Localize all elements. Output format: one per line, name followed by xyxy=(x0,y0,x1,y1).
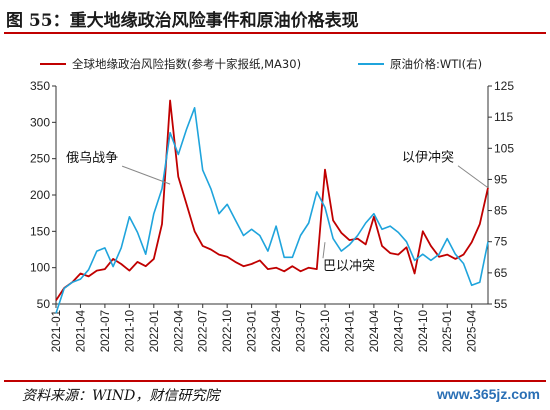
x-tick-label: 2021-10 xyxy=(124,310,136,352)
x-tick-label: 2022-01 xyxy=(149,310,161,352)
title-divider xyxy=(4,32,546,34)
x-tick-label: 2023-01 xyxy=(247,310,259,352)
left-tick-label: 350 xyxy=(30,79,50,93)
axes-layer: 50 100 150 200 250 300 350 55 65 75 85 95 105 115 125 2… xyxy=(30,79,514,352)
x-tick-label: 2024-01 xyxy=(344,310,356,352)
right-tick-label: 95 xyxy=(494,172,508,186)
right-tick-label: 125 xyxy=(494,79,514,93)
left-tick-label: 100 xyxy=(30,261,50,275)
x-tick-label: 2022-10 xyxy=(222,310,234,352)
x-tick-label: 2023-10 xyxy=(320,310,332,352)
x-tick-label: 2021-01 xyxy=(51,310,63,352)
annotation-label: 以伊冲突 xyxy=(402,150,454,166)
x-tick-label: 2021-07 xyxy=(100,310,112,352)
series-line-gpr xyxy=(55,99,489,301)
annotation-leader xyxy=(457,165,489,189)
x-tick-label: 2022-04 xyxy=(173,309,185,352)
legend-item-gpr: 全球地缘政治风险指数(参考十家报纸,MA30) xyxy=(40,56,301,72)
right-tick-label: 75 xyxy=(494,235,508,249)
chart-title: 图 55：重大地缘政治风险事件和原油价格表现 xyxy=(6,11,359,31)
left-tick-label: 250 xyxy=(30,152,50,166)
series-line-oil xyxy=(55,107,489,314)
legend-swatch-oil xyxy=(358,63,384,65)
x-tick-label: 2023-04 xyxy=(271,309,283,352)
footer-divider xyxy=(4,380,546,382)
right-tick-label: 105 xyxy=(494,141,514,155)
right-tick-label: 115 xyxy=(494,110,513,124)
legend-label-gpr: 全球地缘政治风险指数(参考十家报纸,MA30) xyxy=(72,57,302,71)
x-tick-label: 2024-04 xyxy=(369,309,381,352)
left-tick-label: 300 xyxy=(30,115,50,129)
x-tick-label: 2021-04 xyxy=(75,309,87,352)
annotation-leader xyxy=(322,242,326,259)
left-tick-label: 150 xyxy=(30,224,50,238)
title-bar: 图 55：重大地缘政治风险事件和原油价格表现 xyxy=(4,3,546,34)
right-tick-label: 65 xyxy=(494,266,508,280)
left-tick-label: 50 xyxy=(37,297,51,311)
x-tick-label: 2024-10 xyxy=(418,310,430,352)
legend-label-oil: 原油价格:WTI(右) xyxy=(390,57,483,71)
x-tick-label: 2025-04 xyxy=(467,309,479,352)
x-tick-label: 2024-07 xyxy=(393,310,405,352)
x-tick-label: 2025-01 xyxy=(442,310,454,352)
annotation-label: 巴以冲突 xyxy=(323,258,375,274)
annotation-label: 俄乌战争 xyxy=(66,150,118,166)
legend-swatch-gpr xyxy=(40,63,66,65)
legend-item-oil: 原油价格:WTI(右) xyxy=(358,56,482,72)
source-note: 资料来源：WIND，财信研究院 xyxy=(22,388,220,404)
left-tick-label: 200 xyxy=(30,188,50,202)
series-layer xyxy=(55,99,489,314)
right-tick-label: 55 xyxy=(494,297,508,311)
chart: 50 100 150 200 250 300 350 55 65 75 85 95 105 115 125 2… xyxy=(30,79,514,352)
x-tick-label: 2023-07 xyxy=(296,310,308,352)
x-tick-label: 2022-07 xyxy=(198,310,210,352)
annotation-leader xyxy=(121,165,171,185)
watermark-text: www.365jz.com xyxy=(437,386,540,402)
right-tick-label: 85 xyxy=(494,204,508,218)
